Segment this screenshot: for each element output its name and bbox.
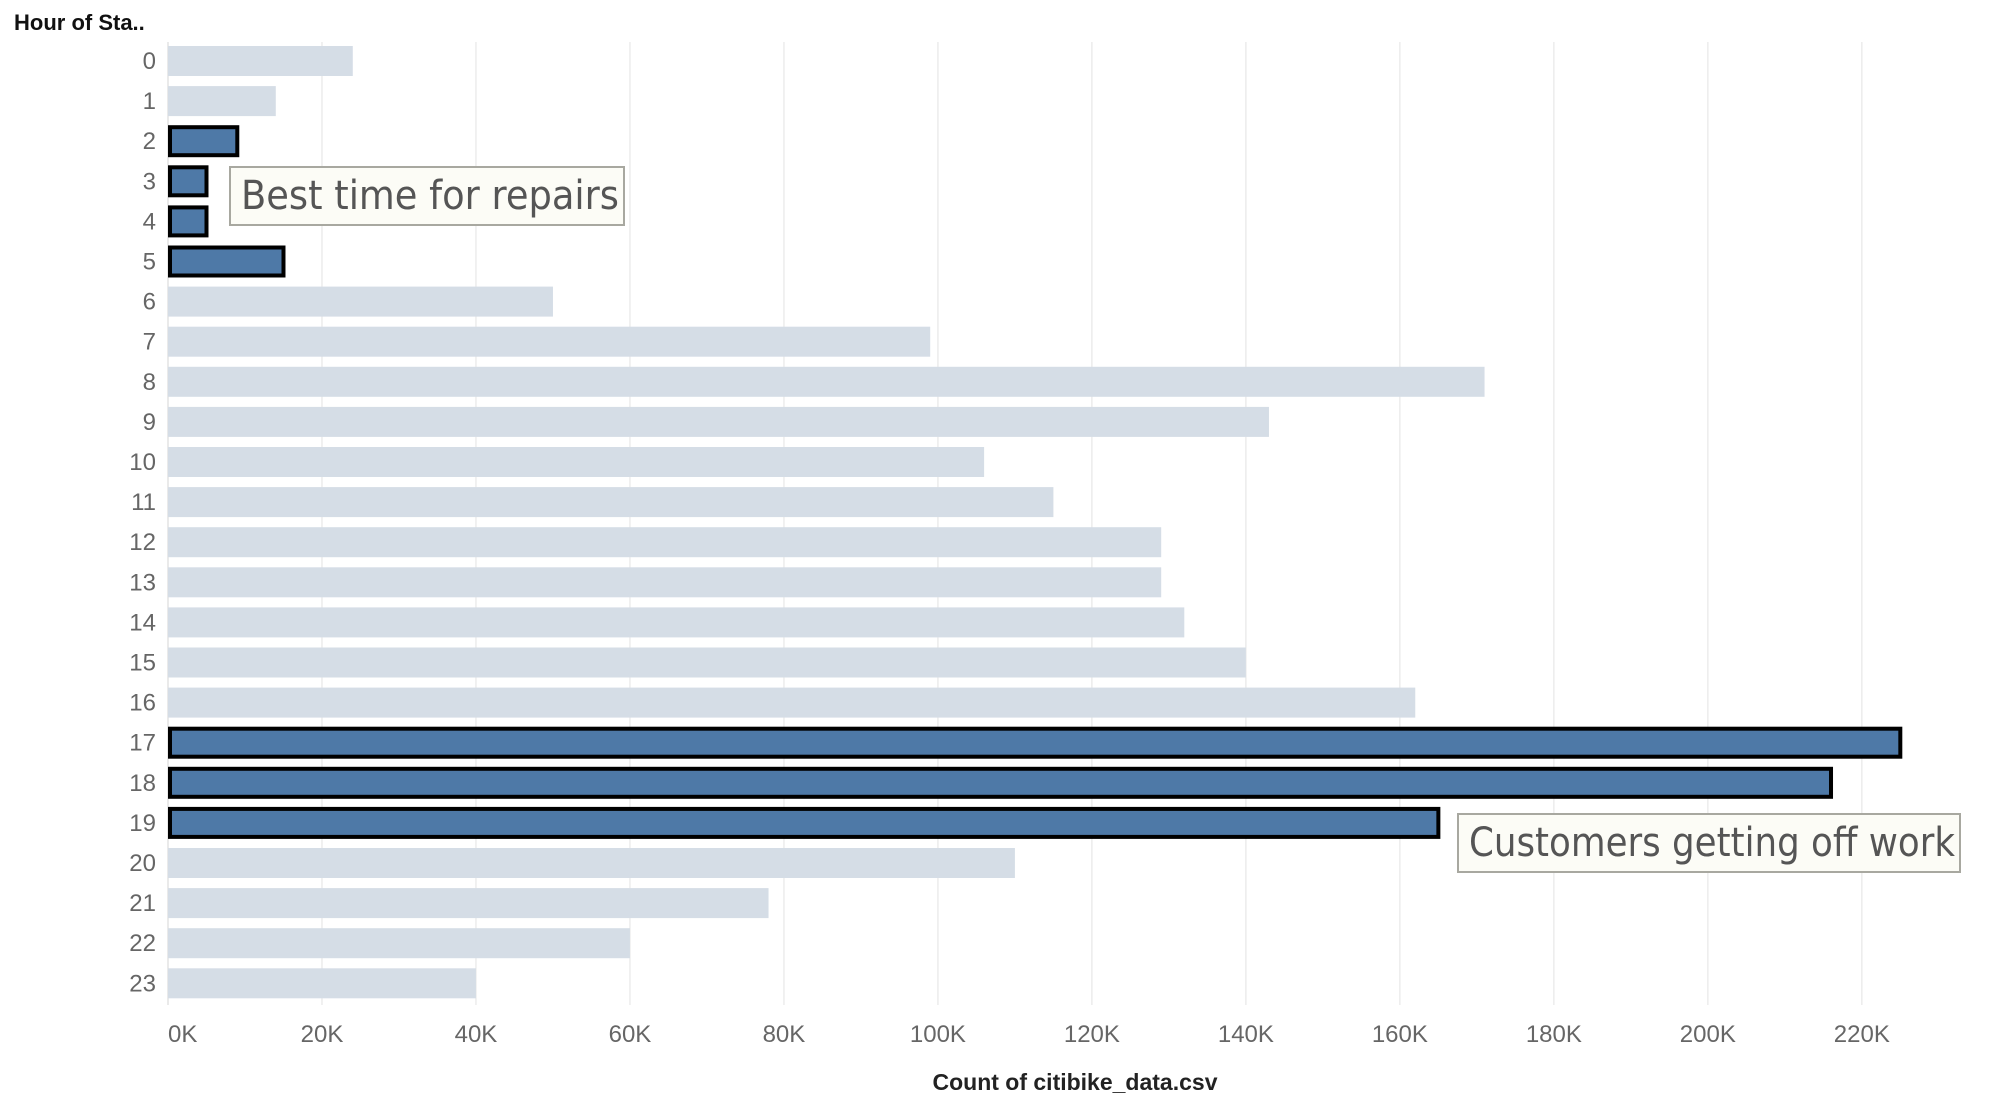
bar-hour-14[interactable] — [168, 607, 1185, 638]
x-tick-labels: 0K 20K 40K 60K 80K 100K 120K 140K 160K 180K 200K 22… — [168, 1021, 1890, 1048]
y-tick-label: 0 — [143, 48, 156, 75]
highlighted-bar-hour-5[interactable] — [168, 245, 286, 278]
bar-hour-6[interactable] — [168, 286, 553, 317]
y-tick-label: 6 — [143, 289, 156, 316]
highlighted-bar-hour-17[interactable] — [168, 726, 1903, 759]
y-tick-label: 10 — [129, 449, 156, 476]
bar-hour-13[interactable] — [168, 567, 1162, 598]
highlighted-bar-hour-2[interactable] — [168, 125, 240, 158]
x-tick-label: 40K — [455, 1021, 498, 1048]
x-tick-label: 20K — [301, 1021, 344, 1048]
bar-layer — [168, 46, 1903, 999]
bar-hour-23[interactable] — [168, 968, 476, 999]
y-tick-label: 3 — [143, 168, 156, 195]
y-tick-label: 19 — [129, 810, 156, 837]
y-tick-label: 21 — [129, 890, 156, 917]
y-tick-label: 11 — [131, 489, 156, 516]
bar-hour-8[interactable] — [168, 366, 1485, 397]
y-tick-label: 1 — [143, 88, 156, 115]
x-tick-label: 100K — [910, 1021, 966, 1048]
y-tick-label: 9 — [143, 409, 156, 436]
highlighted-bar-hour-18[interactable] — [168, 766, 1834, 799]
y-tick-label: 13 — [129, 569, 156, 596]
x-tick-label: 0K — [168, 1021, 197, 1048]
bar-hour-21[interactable] — [168, 888, 769, 919]
y-tick-label: 14 — [129, 609, 156, 636]
x-tick-label: 140K — [1218, 1021, 1274, 1048]
y-tick-label: 2 — [143, 128, 156, 155]
bar-hour-22[interactable] — [168, 928, 630, 959]
bar-hour-12[interactable] — [168, 527, 1162, 558]
bar-hour-15[interactable] — [168, 647, 1246, 678]
y-tick-label: 4 — [143, 208, 156, 235]
annotation-text: Customers getting off work — [1469, 820, 1956, 866]
y-tick-label: 7 — [143, 329, 156, 356]
annotation-box — [229, 166, 625, 226]
x-tick-label: 60K — [609, 1021, 652, 1048]
bar-hour-0[interactable] — [168, 46, 353, 76]
x-tick-label: 160K — [1372, 1021, 1428, 1048]
bar-hour-16[interactable] — [168, 687, 1416, 718]
highlighted-bar-hour-4[interactable] — [168, 205, 209, 238]
bar-hour-20[interactable] — [168, 848, 1015, 878]
annotation-callout: Best time for repairs — [229, 166, 625, 226]
annotation-text: Best time for repairs — [241, 173, 619, 219]
x-tick-label: 200K — [1680, 1021, 1736, 1048]
y-tick-label: 17 — [129, 730, 156, 757]
highlighted-bar-hour-3[interactable] — [168, 165, 209, 198]
annotation-layer: Best time for repairs Customers getting o… — [229, 166, 1961, 873]
y-tick-label: 18 — [129, 770, 156, 797]
bar-hour-10[interactable] — [168, 447, 985, 477]
x-tick-label: 180K — [1526, 1021, 1582, 1048]
bar-hour-9[interactable] — [168, 406, 1269, 437]
annotation-callout: Customers getting off work — [1457, 813, 1961, 873]
y-tick-label: 23 — [129, 970, 156, 997]
y-tick-label: 22 — [129, 930, 156, 957]
highlighted-bar-hour-19[interactable] — [168, 806, 1441, 839]
y-axis-title: Hour of Sta.. — [14, 10, 145, 35]
y-tick-label: 8 — [143, 369, 156, 396]
y-tick-label: 15 — [129, 650, 156, 677]
x-tick-label: 220K — [1834, 1021, 1890, 1048]
y-tick-label: 20 — [129, 850, 156, 877]
x-tick-label: 120K — [1064, 1021, 1120, 1048]
bar-hour-1[interactable] — [168, 86, 276, 117]
bar-hour-11[interactable] — [168, 487, 1054, 518]
annotation-box — [1457, 813, 1961, 873]
y-tick-label: 5 — [143, 249, 156, 276]
x-tick-label: 80K — [763, 1021, 806, 1048]
x-axis-title: Count of citibike_data.csv — [932, 1069, 1217, 1095]
y-tick-label: 16 — [129, 690, 156, 717]
y-tick-label: 12 — [129, 529, 156, 556]
bar-hour-7[interactable] — [168, 326, 931, 357]
